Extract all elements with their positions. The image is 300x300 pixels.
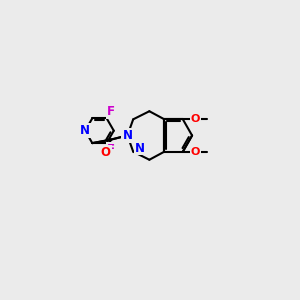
Text: O: O [191, 147, 200, 157]
Text: N: N [122, 129, 132, 142]
Text: O: O [191, 114, 200, 124]
Text: F: F [106, 105, 115, 118]
Text: F: F [106, 143, 115, 156]
Text: N: N [122, 129, 132, 142]
Text: N: N [135, 142, 145, 154]
Text: O: O [101, 146, 111, 159]
Text: F: F [106, 143, 115, 156]
Text: F: F [106, 105, 115, 118]
Text: O: O [101, 146, 111, 159]
Text: O: O [191, 114, 200, 124]
Text: N: N [80, 124, 90, 137]
Text: N: N [80, 124, 90, 137]
Text: O: O [191, 147, 200, 157]
